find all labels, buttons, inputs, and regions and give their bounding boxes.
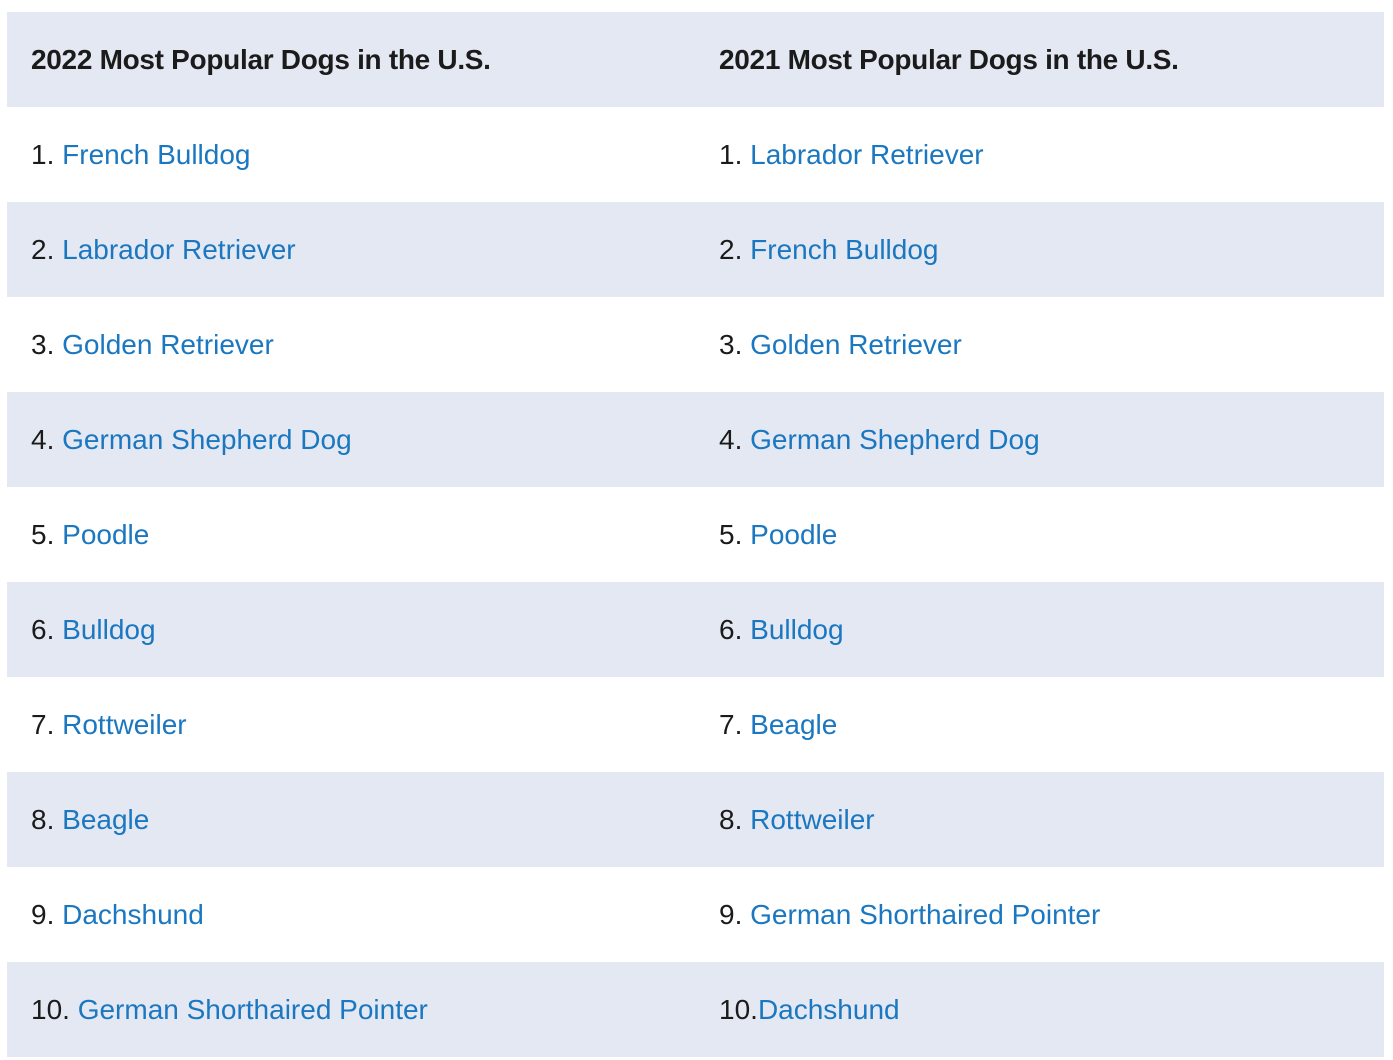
table-row: 3. Golden Retriever 3. Golden Retriever: [7, 297, 1384, 392]
breed-link[interactable]: Golden Retriever: [750, 328, 962, 360]
rank-number: 2.: [31, 233, 63, 265]
cell-2021: 9. German Shorthaired Pointer: [695, 867, 1384, 962]
breed-link[interactable]: French Bulldog: [750, 233, 939, 265]
table-row: 7. Rottweiler 7. Beagle: [7, 677, 1384, 772]
breed-link[interactable]: Labrador Retriever: [750, 138, 984, 170]
breed-link[interactable]: Bulldog: [750, 613, 844, 645]
cell-2021: 2. French Bulldog: [695, 202, 1384, 297]
cell-2022: 7. Rottweiler: [7, 677, 695, 772]
cell-2022: 9. Dachshund: [7, 867, 695, 962]
table-row: 4. German Shepherd Dog 4. German Shepher…: [7, 392, 1384, 487]
breed-link[interactable]: Beagle: [750, 708, 838, 740]
rank-number: 6.: [719, 613, 751, 645]
breed-link[interactable]: Rottweiler: [750, 803, 875, 835]
table-row: 5. Poodle 5. Poodle: [7, 487, 1384, 582]
cell-2022: 2. Labrador Retriever: [7, 202, 695, 297]
cell-2022: 6. Bulldog: [7, 582, 695, 677]
header-2022: 2022 Most Popular Dogs in the U.S.: [31, 43, 491, 75]
table-header-row: 2022 Most Popular Dogs in the U.S. 2021 …: [7, 12, 1384, 107]
cell-2021: 3. Golden Retriever: [695, 297, 1384, 392]
rank-number: 8.: [31, 803, 63, 835]
breed-link[interactable]: French Bulldog: [62, 138, 251, 170]
rank-number: 10.: [31, 993, 78, 1025]
cell-2022: 4. German Shepherd Dog: [7, 392, 695, 487]
breed-link[interactable]: Golden Retriever: [62, 328, 274, 360]
breed-link[interactable]: Rottweiler: [62, 708, 187, 740]
breed-link[interactable]: German Shepherd Dog: [62, 423, 352, 455]
header-2021: 2021 Most Popular Dogs in the U.S.: [719, 43, 1179, 75]
rank-number: 9.: [719, 898, 751, 930]
rank-number: 4.: [31, 423, 63, 455]
cell-2021: 5. Poodle: [695, 487, 1384, 582]
breed-link[interactable]: Beagle: [62, 803, 150, 835]
rank-number: 4.: [719, 423, 751, 455]
cell-2021: 8. Rottweiler: [695, 772, 1384, 867]
rank-number: 2.: [719, 233, 751, 265]
cell-2022: 3. Golden Retriever: [7, 297, 695, 392]
table-row: 1. French Bulldog 1. Labrador Retriever: [7, 107, 1384, 202]
rank-number: 7.: [31, 708, 63, 740]
breed-link[interactable]: German Shorthaired Pointer: [750, 898, 1101, 930]
rank-number: 6.: [31, 613, 63, 645]
rank-number: 5.: [31, 518, 63, 550]
breed-link[interactable]: Dachshund: [62, 898, 204, 930]
breed-link[interactable]: Poodle: [62, 518, 150, 550]
rank-number: 9.: [31, 898, 63, 930]
cell-2022: 10. German Shorthaired Pointer: [7, 962, 695, 1057]
breed-link[interactable]: Dachshund: [757, 993, 900, 1025]
table-row: 8. Beagle 8. Rottweiler: [7, 772, 1384, 867]
rank-number: 3.: [719, 328, 751, 360]
cell-2021: 6. Bulldog: [695, 582, 1384, 677]
breed-link[interactable]: German Shorthaired Pointer: [77, 993, 428, 1025]
cell-2021: 10.Dachshund: [695, 962, 1384, 1057]
rank-number: 1.: [719, 138, 751, 170]
cell-2021: 4. German Shepherd Dog: [695, 392, 1384, 487]
cell-2021: 7. Beagle: [695, 677, 1384, 772]
popular-dogs-table: 2022 Most Popular Dogs in the U.S. 2021 …: [7, 12, 1384, 1057]
rank-number: 5.: [719, 518, 751, 550]
rank-number: 10.: [719, 993, 758, 1025]
rank-number: 1.: [31, 138, 63, 170]
rank-number: 8.: [719, 803, 751, 835]
table-row: 9. Dachshund 9. German Shorthaired Point…: [7, 867, 1384, 962]
popular-dogs-table-container: 2022 Most Popular Dogs in the U.S. 2021 …: [7, 12, 1384, 1057]
cell-2022: 8. Beagle: [7, 772, 695, 867]
rank-number: 7.: [719, 708, 751, 740]
breed-link[interactable]: Labrador Retriever: [62, 233, 296, 265]
breed-link[interactable]: German Shepherd Dog: [750, 423, 1040, 455]
table-row: 10. German Shorthaired Pointer 10.Dachsh…: [7, 962, 1384, 1057]
breed-link[interactable]: Bulldog: [62, 613, 156, 645]
cell-2022: 5. Poodle: [7, 487, 695, 582]
rank-number: 3.: [31, 328, 63, 360]
table-row: 2. Labrador Retriever 2. French Bulldog: [7, 202, 1384, 297]
breed-link[interactable]: Poodle: [750, 518, 838, 550]
table-row: 6. Bulldog 6. Bulldog: [7, 582, 1384, 677]
cell-2021: 1. Labrador Retriever: [695, 107, 1384, 202]
cell-2022: 1. French Bulldog: [7, 107, 695, 202]
